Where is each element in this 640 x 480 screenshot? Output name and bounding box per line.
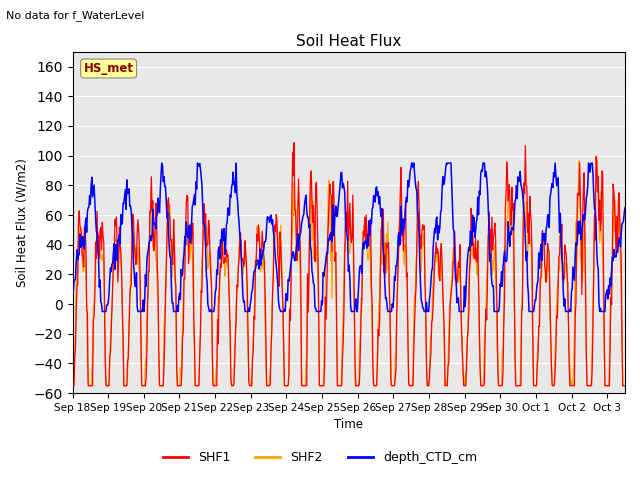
Text: HS_met: HS_met — [84, 62, 134, 75]
depth_CTD_cm — [326, 237, 334, 242]
depth_CTD_cm — [480, 160, 488, 166]
SHF2 — [478, 383, 486, 389]
Y-axis label: Soil Heat Flux (W/m2): Soil Heat Flux (W/m2) — [15, 158, 28, 287]
Line: depth_CTD_cm: depth_CTD_cm — [72, 163, 625, 312]
depth_CTD_cm — [158, 160, 166, 166]
SHF1 — [71, 353, 79, 359]
Legend: SHF1, SHF2, depth_CTD_cm: SHF1, SHF2, depth_CTD_cm — [158, 446, 482, 469]
depth_CTD_cm — [68, 281, 76, 287]
depth_CTD_cm — [99, 309, 106, 314]
Title: Soil Heat Flux: Soil Heat Flux — [296, 34, 401, 49]
SHF2 — [71, 349, 79, 355]
SHF1 — [305, 274, 313, 280]
SHF2 — [146, 227, 154, 233]
SHF2 — [305, 288, 312, 294]
depth_CTD_cm — [306, 222, 314, 228]
SHF2 — [621, 383, 629, 389]
depth_CTD_cm — [71, 277, 79, 283]
depth_CTD_cm — [147, 233, 154, 239]
SHF1 — [146, 208, 154, 214]
SHF1 — [291, 140, 298, 145]
depth_CTD_cm — [467, 228, 474, 234]
SHF1 — [68, 383, 76, 389]
SHF1 — [466, 263, 474, 269]
Line: SHF1: SHF1 — [72, 143, 625, 386]
SHF2 — [465, 287, 473, 292]
depth_CTD_cm — [621, 204, 629, 210]
Text: No data for f_WaterLevel: No data for f_WaterLevel — [6, 10, 145, 21]
SHF1 — [479, 383, 487, 389]
SHF2 — [68, 383, 76, 389]
SHF1 — [326, 181, 333, 187]
SHF2 — [325, 177, 333, 183]
SHF2 — [593, 153, 600, 159]
X-axis label: Time: Time — [334, 419, 364, 432]
SHF1 — [621, 383, 629, 389]
Line: SHF2: SHF2 — [72, 156, 625, 386]
